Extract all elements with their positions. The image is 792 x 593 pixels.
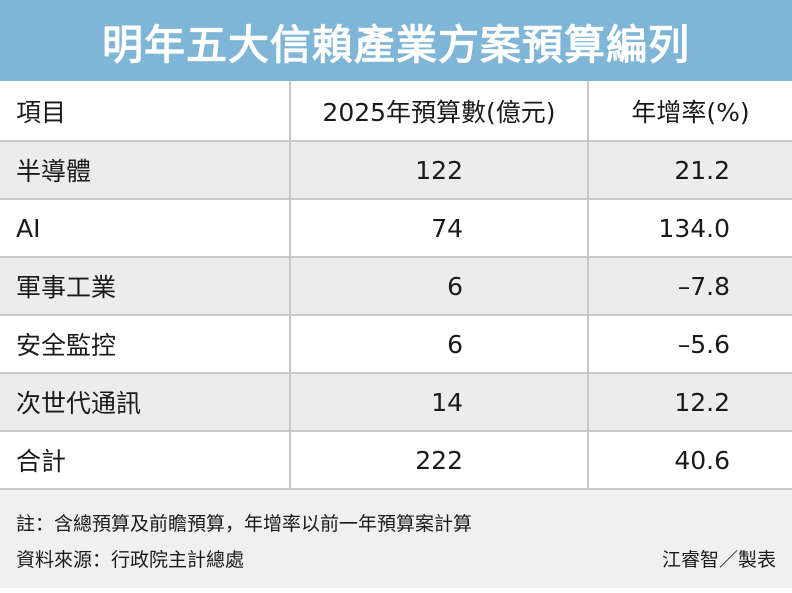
- cell-item: 軍事工業: [0, 257, 291, 316]
- title-bar: 明年五大信賴產業方案預算編列: [0, 0, 792, 81]
- cell-item: 半導體: [0, 141, 291, 200]
- header-row: 項目 2025年預算數(億元) 年增率(%): [0, 81, 792, 142]
- chart-title: 明年五大信賴產業方案預算編列: [102, 20, 690, 69]
- table-row: 安全監控 6 –5.6: [0, 315, 792, 374]
- footnote: 註：含總預算及前瞻預算，年增率以前一年預算案計算: [16, 512, 473, 535]
- cell-growth: –5.6: [588, 315, 792, 374]
- table-row: 次世代通訊 14 12.2: [0, 373, 792, 432]
- cell-growth: 134.0: [588, 199, 792, 258]
- cell-item: 合計: [0, 431, 291, 490]
- budget-table: 項目 2025年預算數(億元) 年增率(%) 半導體 122 21.2 AI 7…: [0, 81, 792, 490]
- footer: 註：含總預算及前瞻預算，年增率以前一年預算案計算 資料來源：行政院主計總處 江睿…: [0, 490, 792, 588]
- table-row: 合計 222 40.6: [0, 431, 792, 490]
- cell-growth: 21.2: [588, 141, 792, 200]
- cell-item: AI: [0, 199, 291, 258]
- cell-item: 次世代通訊: [0, 373, 291, 432]
- column-header-budget: 2025年預算數(億元): [290, 81, 589, 142]
- cell-budget: 122: [290, 141, 589, 200]
- cell-budget: 74: [290, 199, 589, 258]
- column-header-item: 項目: [0, 81, 291, 142]
- source-note: 資料來源：行政院主計總處: [16, 548, 245, 571]
- cell-budget: 6: [290, 257, 589, 316]
- cell-growth: 12.2: [588, 373, 792, 432]
- cell-item: 安全監控: [0, 315, 291, 374]
- credit-note: 江睿智／製表: [661, 548, 776, 571]
- table-row: 半導體 122 21.2: [0, 141, 792, 200]
- cell-growth: 40.6: [588, 431, 792, 490]
- cell-budget: 222: [290, 431, 589, 490]
- cell-growth: –7.8: [588, 257, 792, 316]
- cell-budget: 14: [290, 373, 589, 432]
- table-row: AI 74 134.0: [0, 199, 792, 258]
- column-header-growth: 年增率(%): [588, 81, 792, 142]
- table-row: 軍事工業 6 –7.8: [0, 257, 792, 316]
- cell-budget: 6: [290, 315, 589, 374]
